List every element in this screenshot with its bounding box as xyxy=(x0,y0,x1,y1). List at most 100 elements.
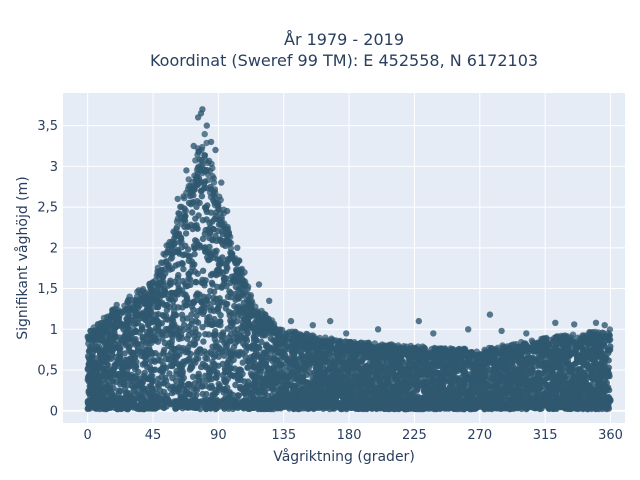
scatter-point xyxy=(536,377,543,384)
scatter-point xyxy=(100,358,108,365)
scatter-point xyxy=(244,378,252,385)
scatter-point xyxy=(211,336,218,343)
scatter-point xyxy=(384,368,392,375)
scatter-point xyxy=(189,261,196,268)
scatter-point xyxy=(571,360,579,367)
scatter-point xyxy=(269,357,276,365)
scatter-points xyxy=(84,106,614,413)
scatter-point xyxy=(182,230,190,237)
scatter-point xyxy=(206,256,213,263)
scatter-point xyxy=(331,364,338,372)
scatter-point xyxy=(257,330,264,337)
scatter-point xyxy=(118,322,125,329)
scatter-point xyxy=(529,366,536,373)
scatter-point xyxy=(180,265,187,273)
scatter-point xyxy=(454,376,461,383)
scatter-point xyxy=(398,360,406,367)
scatter-point xyxy=(446,387,453,394)
scatter-point xyxy=(154,318,162,325)
scatter-point xyxy=(200,338,207,345)
scatter-point xyxy=(180,321,188,329)
scatter-point xyxy=(114,370,122,378)
scatter-point xyxy=(588,374,595,381)
scatter-point xyxy=(222,378,230,386)
scatter-point xyxy=(420,361,427,368)
scatter-point xyxy=(215,380,222,388)
scatter-point xyxy=(203,355,211,362)
scatter-point xyxy=(172,377,180,384)
scatter-point xyxy=(215,349,223,356)
scatter-point xyxy=(195,307,202,315)
scatter-point xyxy=(235,308,242,315)
scatter-point xyxy=(505,370,513,378)
scatter-point xyxy=(199,217,207,224)
scatter-point xyxy=(322,378,330,385)
scatter-point xyxy=(194,270,201,277)
scatter-point xyxy=(326,360,333,368)
scatter-point xyxy=(507,360,515,367)
scatter-point xyxy=(169,383,176,390)
scatter-point xyxy=(264,353,271,361)
scatter-point xyxy=(460,367,467,374)
scatter-point xyxy=(185,246,192,253)
scatter-point xyxy=(168,331,175,338)
scatter-point xyxy=(198,363,205,371)
scatter-point xyxy=(284,366,291,374)
scatter-point xyxy=(194,225,201,232)
scatter-point xyxy=(493,368,500,375)
scatter-point xyxy=(256,366,263,373)
scatter-point xyxy=(113,360,120,367)
scatter-point xyxy=(561,356,569,364)
scatter-point xyxy=(433,383,440,391)
scatter-point xyxy=(206,219,213,227)
scatter-point xyxy=(603,354,610,361)
scatter-point xyxy=(537,360,544,367)
scatter-point xyxy=(106,382,114,390)
scatter-point xyxy=(169,361,176,368)
scatter-point xyxy=(199,276,206,283)
scatter-point xyxy=(124,371,131,378)
scatter-point xyxy=(148,339,155,346)
scatter-point xyxy=(549,370,556,377)
scatter-point xyxy=(337,388,345,395)
scatter-point xyxy=(321,355,328,362)
scatter-point xyxy=(209,237,216,244)
scatter-point xyxy=(544,383,551,390)
scatter-point xyxy=(205,331,212,338)
scatter-point xyxy=(222,275,230,282)
scatter-point xyxy=(595,366,602,373)
scatter-point xyxy=(219,254,226,261)
scatter-point xyxy=(267,345,274,352)
scatter-point xyxy=(448,380,455,387)
scatter-point xyxy=(343,364,350,371)
scatter-point xyxy=(145,321,152,328)
scatter-point xyxy=(402,379,409,386)
scatter-point xyxy=(202,206,210,213)
scatter-point xyxy=(258,358,265,365)
scatter-point xyxy=(559,371,566,378)
scatter-point xyxy=(214,305,221,313)
scatter-point xyxy=(134,345,142,352)
scatter-point xyxy=(195,212,202,219)
scatter-point xyxy=(184,223,192,230)
scatter-point xyxy=(285,358,292,365)
scatter-point xyxy=(217,318,224,325)
scatter-point xyxy=(144,332,151,339)
scatter-point xyxy=(168,349,175,356)
scatter-point xyxy=(193,279,200,286)
scatter-point xyxy=(579,376,586,384)
scatter-point xyxy=(588,381,596,388)
scatter-point xyxy=(575,367,582,374)
scatter-point xyxy=(198,193,206,200)
scatter-point xyxy=(226,288,233,295)
scatter-point xyxy=(192,329,199,336)
scatter-point xyxy=(155,375,162,383)
chart-title-line-1: År 1979 - 2019 xyxy=(284,30,404,49)
scatter-point xyxy=(140,346,147,353)
scatter-point xyxy=(124,321,131,328)
scatter-point xyxy=(116,351,123,359)
scatter-point xyxy=(377,379,384,386)
scatter-point xyxy=(451,365,458,372)
scatter-point xyxy=(392,363,399,370)
scatter-point xyxy=(195,373,203,380)
